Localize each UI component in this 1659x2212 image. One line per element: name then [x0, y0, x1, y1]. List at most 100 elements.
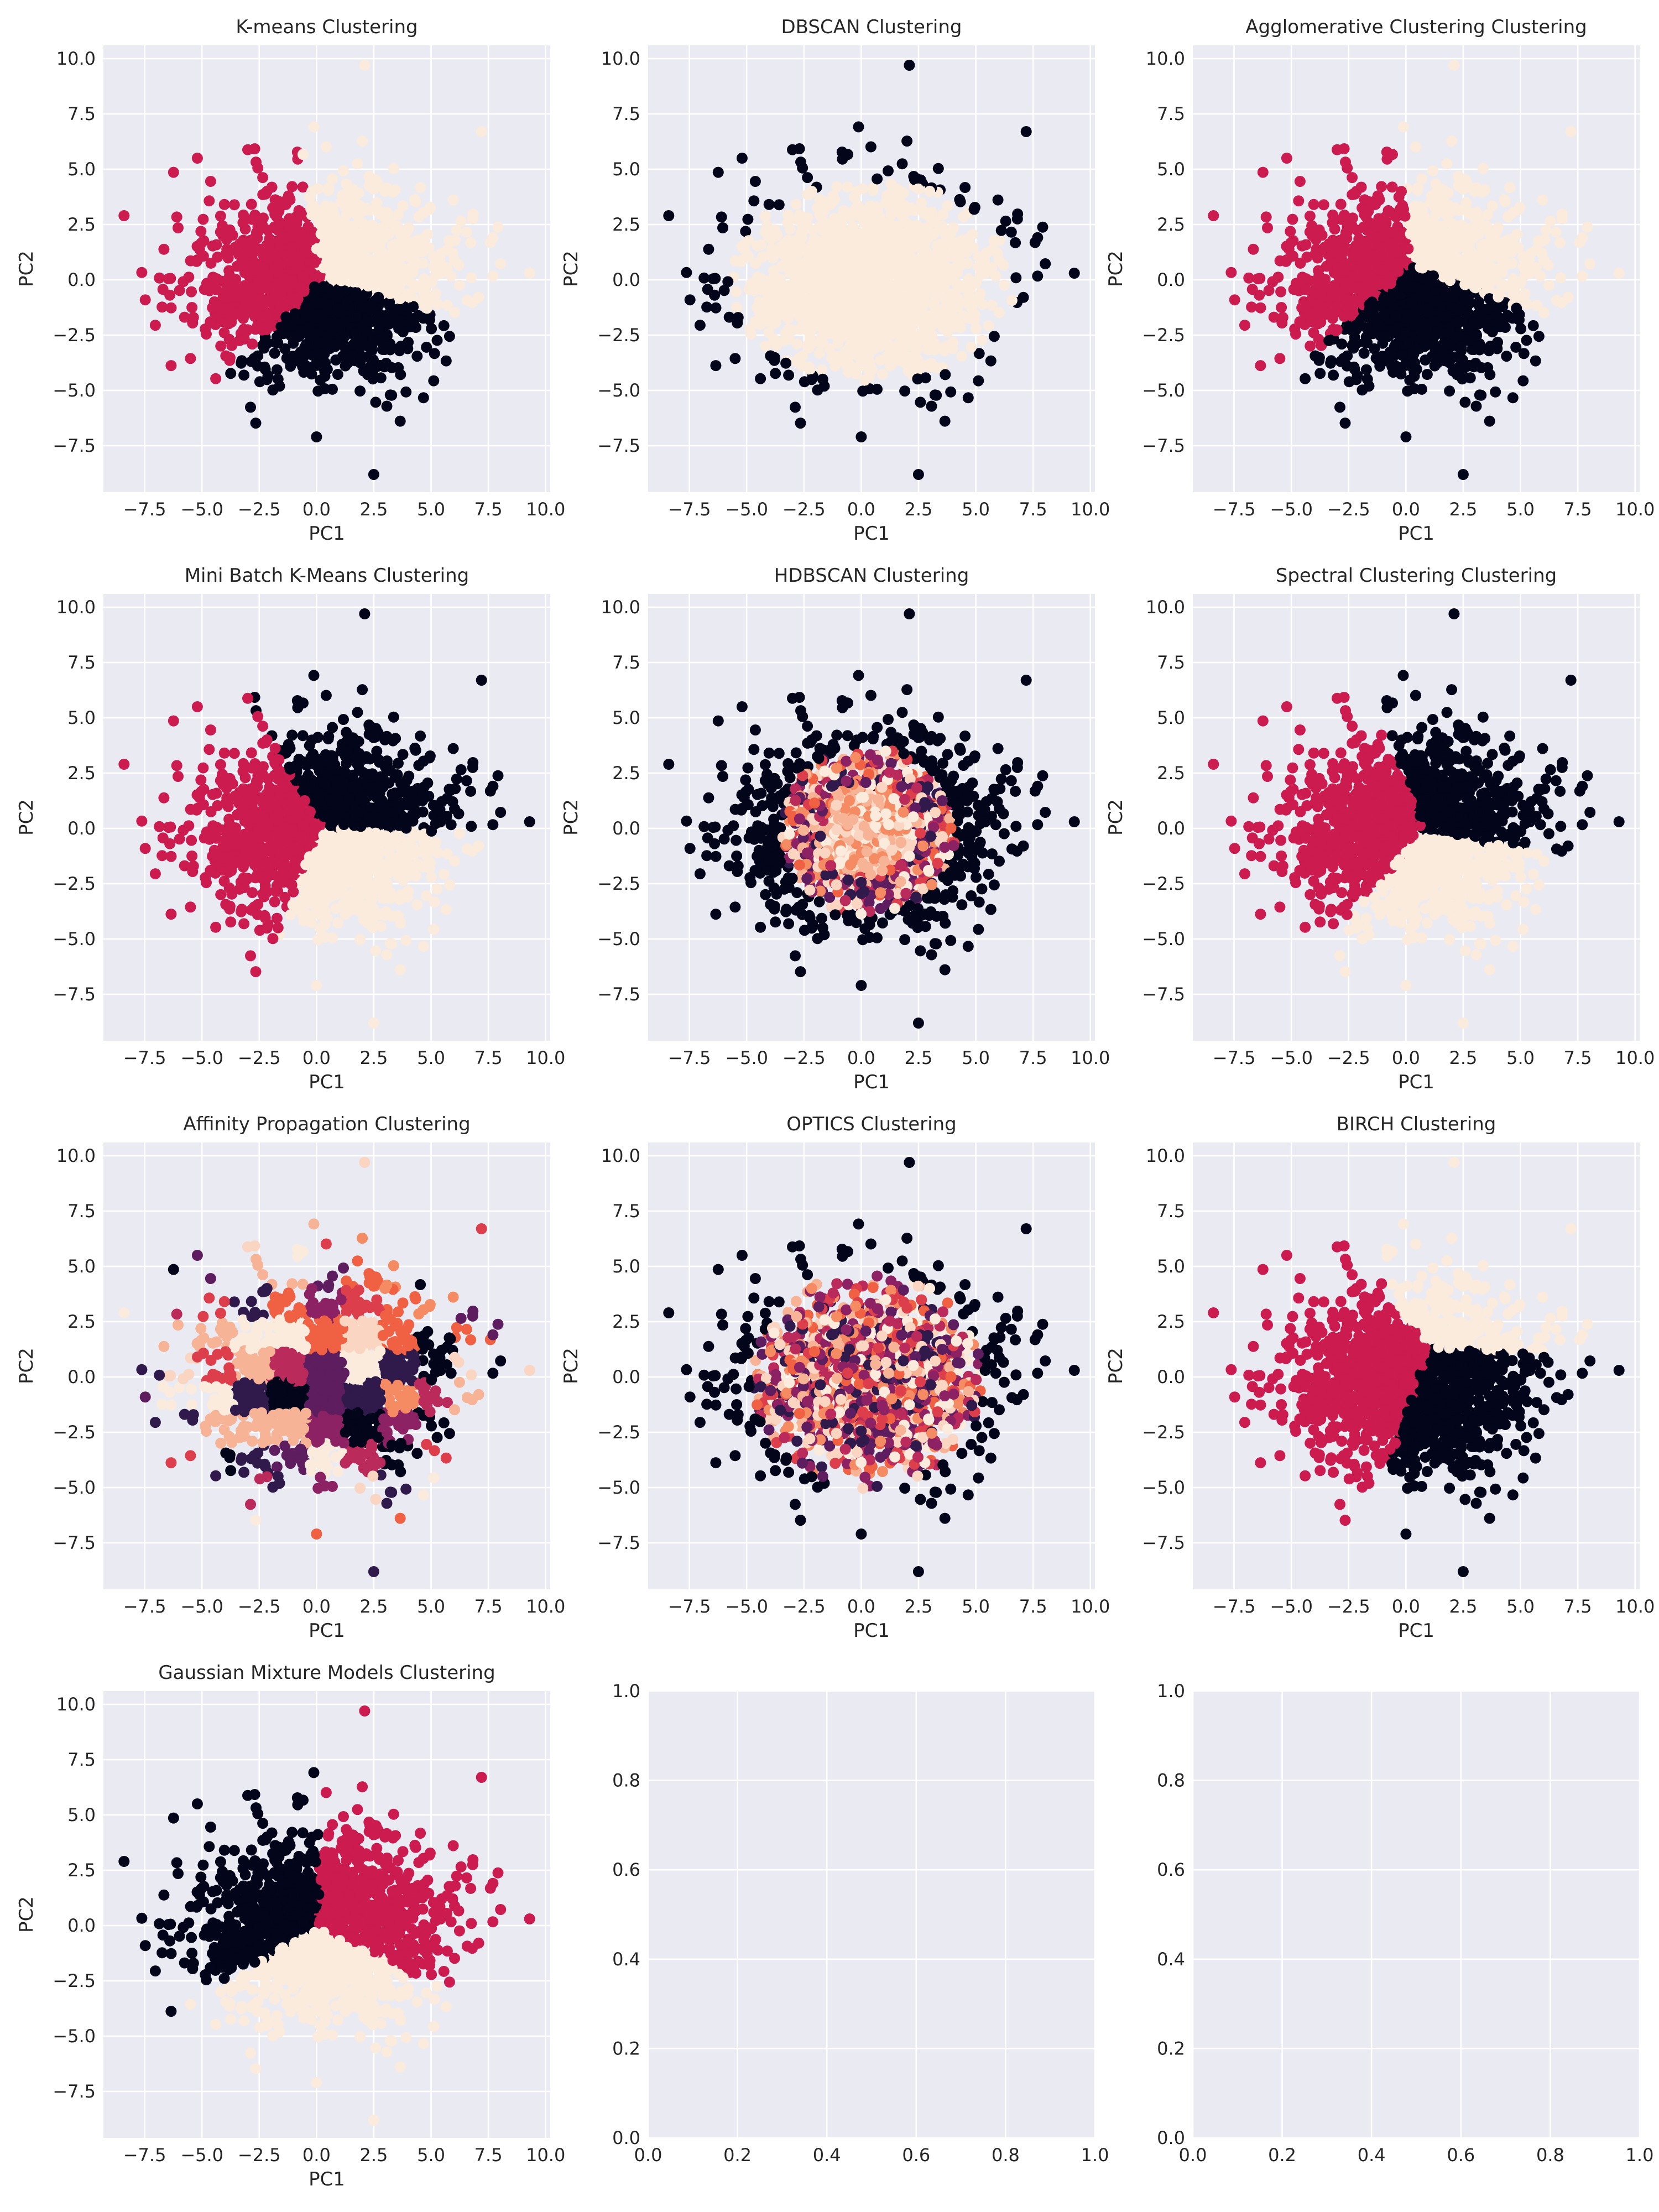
data-point: [1503, 211, 1514, 222]
data-point: [322, 185, 334, 196]
data-point: [252, 360, 263, 372]
data-point: [802, 172, 813, 184]
data-point: [1329, 223, 1340, 235]
data-point: [858, 243, 869, 254]
data-point: [395, 341, 407, 352]
data-point: [408, 301, 419, 312]
x-tick-label: 2.5: [904, 499, 932, 520]
data-point: [880, 197, 891, 208]
data-point: [1010, 272, 1022, 284]
data-point: [367, 373, 379, 385]
data-point: [919, 248, 931, 260]
data-point: [386, 389, 398, 401]
data-point: [773, 199, 785, 211]
data-point: [1314, 368, 1326, 379]
data-point: [1457, 183, 1469, 195]
data-point: [1554, 237, 1566, 248]
data-point: [1318, 199, 1329, 211]
data-point: [257, 172, 269, 184]
data-point: [370, 397, 382, 408]
data-point: [760, 340, 771, 352]
data-point: [246, 747, 257, 759]
data-point: [742, 251, 754, 262]
data-point: [351, 288, 362, 300]
x-tick-label: −5.0: [1270, 499, 1313, 520]
data-point: [179, 311, 190, 323]
data-point: [366, 233, 378, 245]
data-point: [165, 360, 177, 372]
data-point: [426, 323, 437, 335]
data-point: [831, 251, 842, 262]
data-point: [827, 190, 839, 202]
data-point: [1343, 276, 1354, 288]
data-point: [912, 373, 924, 385]
y-tick-label: 2.5: [1157, 214, 1185, 235]
data-point: [1005, 226, 1017, 238]
data-point: [185, 353, 196, 364]
scatter-points: [118, 60, 535, 480]
data-point: [205, 176, 216, 187]
data-point: [994, 307, 1005, 319]
data-point: [790, 401, 801, 413]
data-point: [763, 199, 775, 210]
chart-title: Agglomerative Clustering Clustering: [1245, 16, 1587, 38]
data-point: [924, 185, 936, 197]
data-point: [418, 941, 429, 952]
data-point: [745, 328, 757, 340]
data-point: [898, 187, 909, 199]
data-point: [338, 270, 349, 281]
data-point: [1229, 294, 1240, 306]
data-point: [1336, 338, 1348, 350]
data-point: [1375, 331, 1387, 342]
data-point: [1294, 176, 1306, 187]
data-point: [283, 190, 294, 202]
data-point: [413, 211, 425, 222]
data-point: [249, 264, 260, 276]
data-point: [165, 302, 177, 314]
data-point: [1037, 221, 1048, 233]
data-point: [487, 270, 499, 282]
data-point: [1460, 197, 1472, 208]
y-tick-label: 0.0: [612, 269, 640, 290]
data-point: [819, 299, 831, 310]
y-tick-label: −2.5: [1142, 325, 1185, 346]
data-point: [784, 223, 796, 235]
data-point: [1406, 297, 1417, 309]
data-point: [723, 311, 735, 323]
data-point: [1012, 208, 1024, 220]
data-point: [1410, 320, 1421, 332]
x-tick-label: −2.5: [238, 499, 281, 520]
data-point: [163, 273, 174, 285]
data-point: [228, 199, 240, 211]
data-point: [972, 251, 984, 263]
data-point: [1430, 178, 1442, 190]
data-point: [220, 288, 232, 299]
data-point: [1338, 311, 1350, 322]
data-point: [312, 385, 324, 397]
data-point: [1255, 360, 1266, 372]
data-point: [768, 230, 780, 242]
data-point: [269, 194, 281, 206]
data-point: [1370, 311, 1381, 323]
data-point: [453, 279, 465, 291]
data-point: [992, 194, 1004, 206]
data-point: [215, 340, 227, 352]
data-point: [1275, 286, 1287, 298]
data-point: [1310, 249, 1321, 260]
data-point: [311, 359, 322, 371]
data-point: [945, 274, 957, 285]
data-point: [774, 307, 786, 319]
data-point: [1455, 233, 1467, 245]
data-point: [904, 60, 915, 71]
x-axis-label: PC1: [309, 523, 345, 545]
data-point: [1511, 302, 1522, 314]
data-point: [845, 310, 857, 322]
data-point: [343, 244, 355, 256]
data-point: [319, 366, 331, 378]
data-point: [915, 397, 926, 408]
data-point: [1300, 239, 1312, 251]
data-point: [798, 276, 810, 288]
data-point: [387, 309, 399, 320]
data-point: [149, 320, 161, 331]
data-point: [359, 225, 371, 236]
